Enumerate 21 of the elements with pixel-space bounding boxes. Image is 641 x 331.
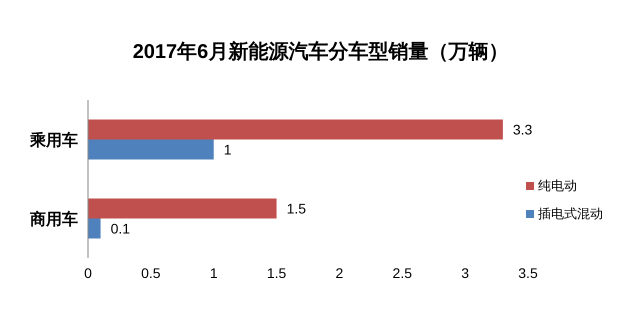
x-tick-label: 2.5 [392,265,412,281]
bar [88,120,503,140]
chart-title: 2017年6月新能源汽车分车型销量（万辆） [132,40,508,63]
data-label: 1.5 [286,200,306,216]
legend-label: 插电式混动 [538,206,603,221]
x-tick-label: 0 [84,265,92,281]
bar [88,140,214,160]
bar [88,218,101,238]
x-tick-label: 1 [210,265,218,281]
y-tick-label: 商用车 [29,210,78,228]
y-tick-label: 乘用车 [29,132,78,150]
data-label: 1 [224,142,232,158]
data-label: 0.1 [110,220,130,236]
x-tick-label: 0.5 [141,265,161,281]
x-tick-label: 3 [461,265,470,281]
x-tick-label: 3.5 [518,265,538,281]
bar [88,198,277,218]
legend-label: 纯电动 [538,178,577,193]
data-label: 3.3 [512,122,533,138]
x-tick-label: 1.5 [266,265,287,281]
x-tick-label: 2 [336,265,344,281]
